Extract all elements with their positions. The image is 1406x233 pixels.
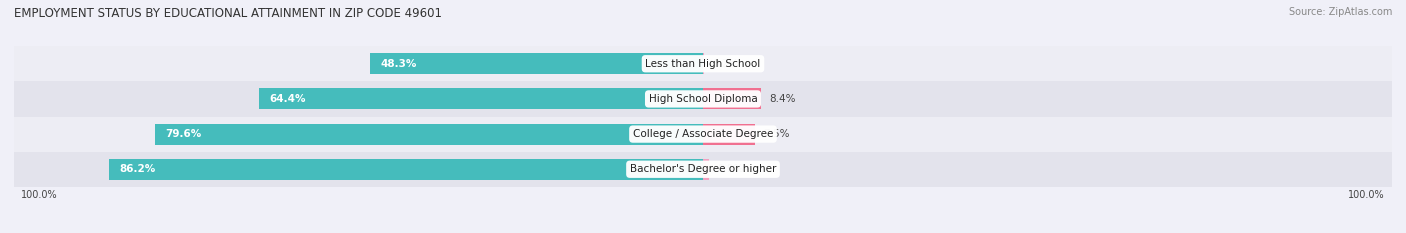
Bar xyxy=(110,159,703,180)
Text: 86.2%: 86.2% xyxy=(120,164,156,174)
Bar xyxy=(14,116,1392,152)
Text: 8.4%: 8.4% xyxy=(769,94,796,104)
Text: 64.4%: 64.4% xyxy=(270,94,307,104)
Text: EMPLOYMENT STATUS BY EDUCATIONAL ATTAINMENT IN ZIP CODE 49601: EMPLOYMENT STATUS BY EDUCATIONAL ATTAINM… xyxy=(14,7,441,20)
Text: 0.9%: 0.9% xyxy=(717,164,744,174)
Bar xyxy=(14,81,1392,116)
Bar xyxy=(703,123,755,145)
Text: 0.2%: 0.2% xyxy=(713,59,740,69)
Bar xyxy=(14,152,1392,187)
Text: 7.5%: 7.5% xyxy=(763,129,789,139)
Text: Source: ZipAtlas.com: Source: ZipAtlas.com xyxy=(1288,7,1392,17)
Text: 48.3%: 48.3% xyxy=(381,59,418,69)
Text: 79.6%: 79.6% xyxy=(165,129,201,139)
Text: High School Diploma: High School Diploma xyxy=(648,94,758,104)
Bar xyxy=(259,88,703,110)
Bar xyxy=(703,159,709,180)
Bar xyxy=(14,46,1392,81)
Text: Less than High School: Less than High School xyxy=(645,59,761,69)
Text: 100.0%: 100.0% xyxy=(1348,190,1385,200)
Bar xyxy=(703,88,761,110)
Bar xyxy=(370,53,703,74)
Text: Bachelor's Degree or higher: Bachelor's Degree or higher xyxy=(630,164,776,174)
Text: College / Associate Degree: College / Associate Degree xyxy=(633,129,773,139)
Text: 100.0%: 100.0% xyxy=(21,190,58,200)
Bar xyxy=(155,123,703,145)
